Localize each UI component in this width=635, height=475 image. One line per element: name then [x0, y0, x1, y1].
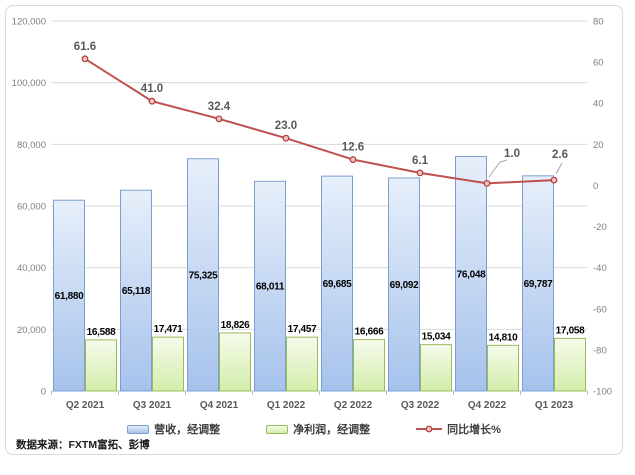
- revenue-value-label: 69,092: [390, 280, 420, 291]
- right-axis-tick-label: -40: [593, 263, 607, 274]
- right-axis-tick-label: 60: [593, 58, 604, 69]
- revenue-bar: [53, 199, 85, 392]
- yoy-line: [84, 57, 555, 185]
- label-leader-line: [488, 159, 508, 178]
- net-profit-value-label: 14,810: [489, 332, 519, 343]
- revenue-bar: [120, 189, 152, 392]
- revenue-bar: [388, 177, 420, 392]
- revenue-bar: [254, 180, 286, 392]
- net-profit-value-label: 17,457: [288, 324, 318, 335]
- revenue-value-label: 65,118: [122, 286, 151, 297]
- net-profit-bar: [487, 344, 519, 392]
- category-label: Q1 2023: [535, 400, 574, 411]
- left-axis-tick-label: 40,000: [17, 263, 46, 274]
- revenue-value-label: 75,325: [189, 270, 219, 281]
- revenue-bar: [522, 175, 554, 392]
- chart-frame: 0 20,000 40,000 60,000 80,000 100,000 120,000 -…: [5, 5, 623, 455]
- revenue-value-label: 76,048: [457, 269, 487, 280]
- legend-item-revenue: 营收，经调整: [127, 421, 220, 437]
- net-profit-bar: [286, 336, 318, 392]
- yoy-value-label: 1.0: [504, 148, 520, 160]
- revenue-value-label: 61,880: [55, 291, 85, 302]
- right-axis-tick-label: 20: [593, 140, 604, 151]
- legend-item-yoy-growth: 同比增长%: [416, 421, 501, 437]
- yoy-line-marker-icon: [416, 425, 443, 433]
- yoy-marker: [416, 169, 424, 177]
- chart-canvas: 0 20,000 40,000 60,000 80,000 100,000 120,000 -…: [12, 17, 612, 412]
- right-axis-tick-label: 40: [593, 99, 604, 110]
- revenue-bar: [455, 156, 487, 392]
- category-label: Q2 2022: [334, 400, 373, 411]
- yoy-marker: [282, 134, 290, 142]
- legend-label-yoy-growth: 同比增长%: [447, 424, 501, 436]
- yoy-value-label: 32.4: [208, 101, 231, 113]
- yoy-value-label: 12.6: [342, 142, 364, 154]
- yoy-marker: [215, 115, 223, 123]
- net-profit-value-label: 15,034: [422, 332, 452, 343]
- left-axis-tick-label: 60,000: [17, 202, 46, 213]
- yoy-value-label: 41.0: [141, 83, 163, 95]
- revenue-value-label: 69,685: [323, 279, 353, 290]
- legend-label-net-profit: 净利润，经调整: [293, 424, 371, 436]
- source-note: 数据来源：FXTM富拓、彭博: [16, 439, 150, 451]
- yoy-value-label: 61.6: [74, 41, 96, 53]
- net-profit-value-label: 17,471: [154, 324, 184, 335]
- yoy-value-label: 23.0: [275, 120, 297, 132]
- yoy-marker: [81, 55, 89, 63]
- net-profit-bar: [85, 339, 117, 392]
- revenue-bar: [187, 158, 219, 392]
- revenue-value-label: 68,011: [256, 282, 285, 293]
- left-axis-tick-label: 80,000: [17, 140, 46, 151]
- revenue-swatch-icon: [127, 424, 150, 434]
- net-profit-bar: [554, 337, 586, 392]
- right-axis-tick-label: 0: [593, 181, 598, 192]
- revenue-value-label: 69,787: [524, 279, 554, 290]
- right-axis-tick-label: -100: [593, 387, 612, 398]
- label-leader-line: [555, 162, 563, 175]
- yoy-legend-marker: [425, 425, 433, 433]
- net-profit-swatch-icon: [266, 424, 289, 434]
- net-profit-bar: [152, 336, 184, 392]
- left-axis-tick-label: 20,000: [17, 325, 46, 336]
- net-profit-value-label: 18,826: [221, 320, 251, 331]
- net-profit-bar: [420, 344, 452, 392]
- left-axis-tick-label: 120,000: [12, 17, 46, 28]
- yoy-marker: [349, 156, 357, 163]
- revenue-bar: [321, 175, 353, 392]
- left-axis-tick-label: 100,000: [12, 78, 46, 89]
- chart-legend: 营收，经调整 净利润，经调整 同比增长%: [6, 420, 622, 438]
- left-axis-tick-label: 0: [41, 387, 46, 398]
- net-profit-value-label: 16,666: [355, 327, 385, 338]
- category-label: Q3 2022: [401, 400, 440, 411]
- yoy-value-label: 2.6: [552, 149, 568, 161]
- right-axis-tick-label: -60: [593, 304, 607, 315]
- category-label: Q3 2021: [133, 400, 172, 411]
- category-label: Q4 2022: [468, 400, 507, 411]
- yoy-marker: [483, 179, 491, 187]
- category-label: Q1 2022: [267, 400, 306, 411]
- net-profit-value-label: 16,588: [87, 327, 117, 338]
- net-profit-bar: [219, 332, 251, 392]
- legend-item-net-profit: 净利润，经调整: [266, 421, 370, 437]
- yoy-value-label: 6.1: [412, 155, 429, 167]
- category-label: Q4 2021: [200, 400, 239, 411]
- net-profit-bar: [353, 339, 385, 392]
- right-axis-tick-label: -80: [593, 345, 607, 356]
- net-profit-value-label: 17,058: [556, 325, 586, 336]
- yoy-marker: [148, 97, 156, 105]
- legend-label-revenue: 营收，经调整: [154, 424, 221, 436]
- right-axis-tick-label: -20: [593, 222, 607, 233]
- category-label: Q2 2021: [66, 400, 105, 411]
- yoy-marker: [550, 176, 558, 184]
- right-axis-tick-label: 80: [593, 17, 604, 28]
